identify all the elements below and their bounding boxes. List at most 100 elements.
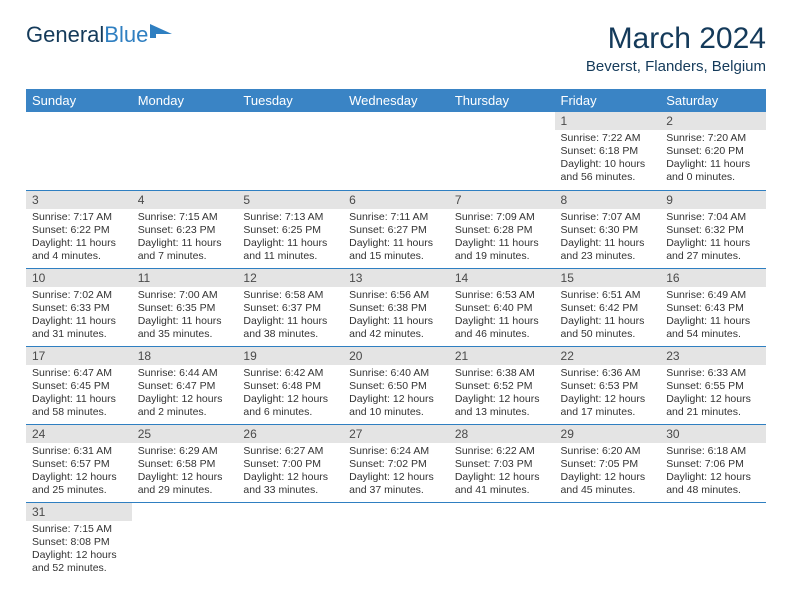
calendar-day-cell: 27Sunrise: 6:24 AMSunset: 7:02 PMDayligh… xyxy=(343,424,449,502)
calendar-day-cell: 26Sunrise: 6:27 AMSunset: 7:00 PMDayligh… xyxy=(237,424,343,502)
day-details: Sunrise: 6:51 AMSunset: 6:42 PMDaylight:… xyxy=(555,287,661,346)
day-number xyxy=(660,503,766,521)
calendar-day-cell xyxy=(26,112,132,190)
calendar-day-cell: 18Sunrise: 6:44 AMSunset: 6:47 PMDayligh… xyxy=(132,346,238,424)
calendar-day-cell: 6Sunrise: 7:11 AMSunset: 6:27 PMDaylight… xyxy=(343,190,449,268)
calendar-day-cell: 4Sunrise: 7:15 AMSunset: 6:23 PMDaylight… xyxy=(132,190,238,268)
day-number: 29 xyxy=(555,425,661,443)
calendar-day-cell: 11Sunrise: 7:00 AMSunset: 6:35 PMDayligh… xyxy=(132,268,238,346)
weekday-header: Friday xyxy=(555,89,661,112)
calendar-day-cell xyxy=(555,502,661,580)
day-details: Sunrise: 7:04 AMSunset: 6:32 PMDaylight:… xyxy=(660,209,766,268)
weekday-header: Thursday xyxy=(449,89,555,112)
day-details: Sunrise: 7:11 AMSunset: 6:27 PMDaylight:… xyxy=(343,209,449,268)
day-details: Sunrise: 6:22 AMSunset: 7:03 PMDaylight:… xyxy=(449,443,555,502)
day-details: Sunrise: 7:20 AMSunset: 6:20 PMDaylight:… xyxy=(660,130,766,189)
day-details: Sunrise: 7:15 AMSunset: 8:08 PMDaylight:… xyxy=(26,521,132,580)
day-number: 7 xyxy=(449,191,555,209)
day-number: 17 xyxy=(26,347,132,365)
day-number xyxy=(555,503,661,521)
day-number xyxy=(132,112,238,130)
day-details: Sunrise: 6:29 AMSunset: 6:58 PMDaylight:… xyxy=(132,443,238,502)
day-number: 26 xyxy=(237,425,343,443)
day-number: 11 xyxy=(132,269,238,287)
day-details: Sunrise: 6:47 AMSunset: 6:45 PMDaylight:… xyxy=(26,365,132,424)
calendar-day-cell: 1Sunrise: 7:22 AMSunset: 6:18 PMDaylight… xyxy=(555,112,661,190)
day-number: 3 xyxy=(26,191,132,209)
day-number xyxy=(237,112,343,130)
day-number xyxy=(132,503,238,521)
day-number: 19 xyxy=(237,347,343,365)
day-details: Sunrise: 6:44 AMSunset: 6:47 PMDaylight:… xyxy=(132,365,238,424)
month-title: March 2024 xyxy=(586,22,766,56)
day-number xyxy=(26,112,132,130)
day-number: 30 xyxy=(660,425,766,443)
calendar-week-row: 3Sunrise: 7:17 AMSunset: 6:22 PMDaylight… xyxy=(26,190,766,268)
weekday-header: Wednesday xyxy=(343,89,449,112)
calendar-day-cell xyxy=(237,502,343,580)
day-number: 8 xyxy=(555,191,661,209)
calendar-day-cell: 20Sunrise: 6:40 AMSunset: 6:50 PMDayligh… xyxy=(343,346,449,424)
calendar-day-cell: 30Sunrise: 6:18 AMSunset: 7:06 PMDayligh… xyxy=(660,424,766,502)
day-details: Sunrise: 6:58 AMSunset: 6:37 PMDaylight:… xyxy=(237,287,343,346)
day-number: 9 xyxy=(660,191,766,209)
calendar-day-cell: 21Sunrise: 6:38 AMSunset: 6:52 PMDayligh… xyxy=(449,346,555,424)
day-number: 15 xyxy=(555,269,661,287)
day-number: 13 xyxy=(343,269,449,287)
calendar-week-row: 17Sunrise: 6:47 AMSunset: 6:45 PMDayligh… xyxy=(26,346,766,424)
day-number xyxy=(449,112,555,130)
calendar-day-cell: 15Sunrise: 6:51 AMSunset: 6:42 PMDayligh… xyxy=(555,268,661,346)
location: Beverst, Flanders, Belgium xyxy=(586,58,766,75)
day-details: Sunrise: 6:42 AMSunset: 6:48 PMDaylight:… xyxy=(237,365,343,424)
calendar-week-row: 1Sunrise: 7:22 AMSunset: 6:18 PMDaylight… xyxy=(26,112,766,190)
calendar-day-cell xyxy=(343,112,449,190)
day-details: Sunrise: 6:49 AMSunset: 6:43 PMDaylight:… xyxy=(660,287,766,346)
calendar-day-cell: 28Sunrise: 6:22 AMSunset: 7:03 PMDayligh… xyxy=(449,424,555,502)
day-details: Sunrise: 6:20 AMSunset: 7:05 PMDaylight:… xyxy=(555,443,661,502)
day-number xyxy=(343,503,449,521)
day-number: 4 xyxy=(132,191,238,209)
calendar-day-cell: 29Sunrise: 6:20 AMSunset: 7:05 PMDayligh… xyxy=(555,424,661,502)
weekday-header: Saturday xyxy=(660,89,766,112)
day-number: 2 xyxy=(660,112,766,130)
calendar-day-cell: 8Sunrise: 7:07 AMSunset: 6:30 PMDaylight… xyxy=(555,190,661,268)
day-details: Sunrise: 6:33 AMSunset: 6:55 PMDaylight:… xyxy=(660,365,766,424)
calendar-day-cell xyxy=(132,502,238,580)
day-details: Sunrise: 6:56 AMSunset: 6:38 PMDaylight:… xyxy=(343,287,449,346)
day-number: 27 xyxy=(343,425,449,443)
calendar-day-cell: 2Sunrise: 7:20 AMSunset: 6:20 PMDaylight… xyxy=(660,112,766,190)
calendar-day-cell: 3Sunrise: 7:17 AMSunset: 6:22 PMDaylight… xyxy=(26,190,132,268)
day-details: Sunrise: 6:24 AMSunset: 7:02 PMDaylight:… xyxy=(343,443,449,502)
calendar-day-cell: 23Sunrise: 6:33 AMSunset: 6:55 PMDayligh… xyxy=(660,346,766,424)
day-number: 23 xyxy=(660,347,766,365)
calendar-week-row: 10Sunrise: 7:02 AMSunset: 6:33 PMDayligh… xyxy=(26,268,766,346)
calendar-day-cell xyxy=(660,502,766,580)
calendar-day-cell: 16Sunrise: 6:49 AMSunset: 6:43 PMDayligh… xyxy=(660,268,766,346)
day-details: Sunrise: 7:09 AMSunset: 6:28 PMDaylight:… xyxy=(449,209,555,268)
calendar-day-cell: 19Sunrise: 6:42 AMSunset: 6:48 PMDayligh… xyxy=(237,346,343,424)
calendar-day-cell: 24Sunrise: 6:31 AMSunset: 6:57 PMDayligh… xyxy=(26,424,132,502)
day-details: Sunrise: 6:36 AMSunset: 6:53 PMDaylight:… xyxy=(555,365,661,424)
day-details: Sunrise: 7:07 AMSunset: 6:30 PMDaylight:… xyxy=(555,209,661,268)
header: GeneralBlue March 2024 Beverst, Flanders… xyxy=(26,22,766,75)
calendar-day-cell xyxy=(343,502,449,580)
day-details: Sunrise: 6:38 AMSunset: 6:52 PMDaylight:… xyxy=(449,365,555,424)
day-number: 22 xyxy=(555,347,661,365)
day-details: Sunrise: 6:40 AMSunset: 6:50 PMDaylight:… xyxy=(343,365,449,424)
calendar-day-cell xyxy=(132,112,238,190)
calendar-day-cell xyxy=(449,502,555,580)
day-number: 14 xyxy=(449,269,555,287)
day-number xyxy=(343,112,449,130)
day-number xyxy=(449,503,555,521)
calendar-day-cell: 17Sunrise: 6:47 AMSunset: 6:45 PMDayligh… xyxy=(26,346,132,424)
logo-flag-icon xyxy=(150,22,176,40)
weekday-header: Tuesday xyxy=(237,89,343,112)
day-details: Sunrise: 7:17 AMSunset: 6:22 PMDaylight:… xyxy=(26,209,132,268)
calendar-table: SundayMondayTuesdayWednesdayThursdayFrid… xyxy=(26,89,766,580)
brand-logo: GeneralBlue xyxy=(26,22,176,48)
day-details: Sunrise: 7:00 AMSunset: 6:35 PMDaylight:… xyxy=(132,287,238,346)
calendar-day-cell xyxy=(449,112,555,190)
calendar-day-cell: 25Sunrise: 6:29 AMSunset: 6:58 PMDayligh… xyxy=(132,424,238,502)
brand-part1: General xyxy=(26,22,104,48)
day-details: Sunrise: 7:02 AMSunset: 6:33 PMDaylight:… xyxy=(26,287,132,346)
